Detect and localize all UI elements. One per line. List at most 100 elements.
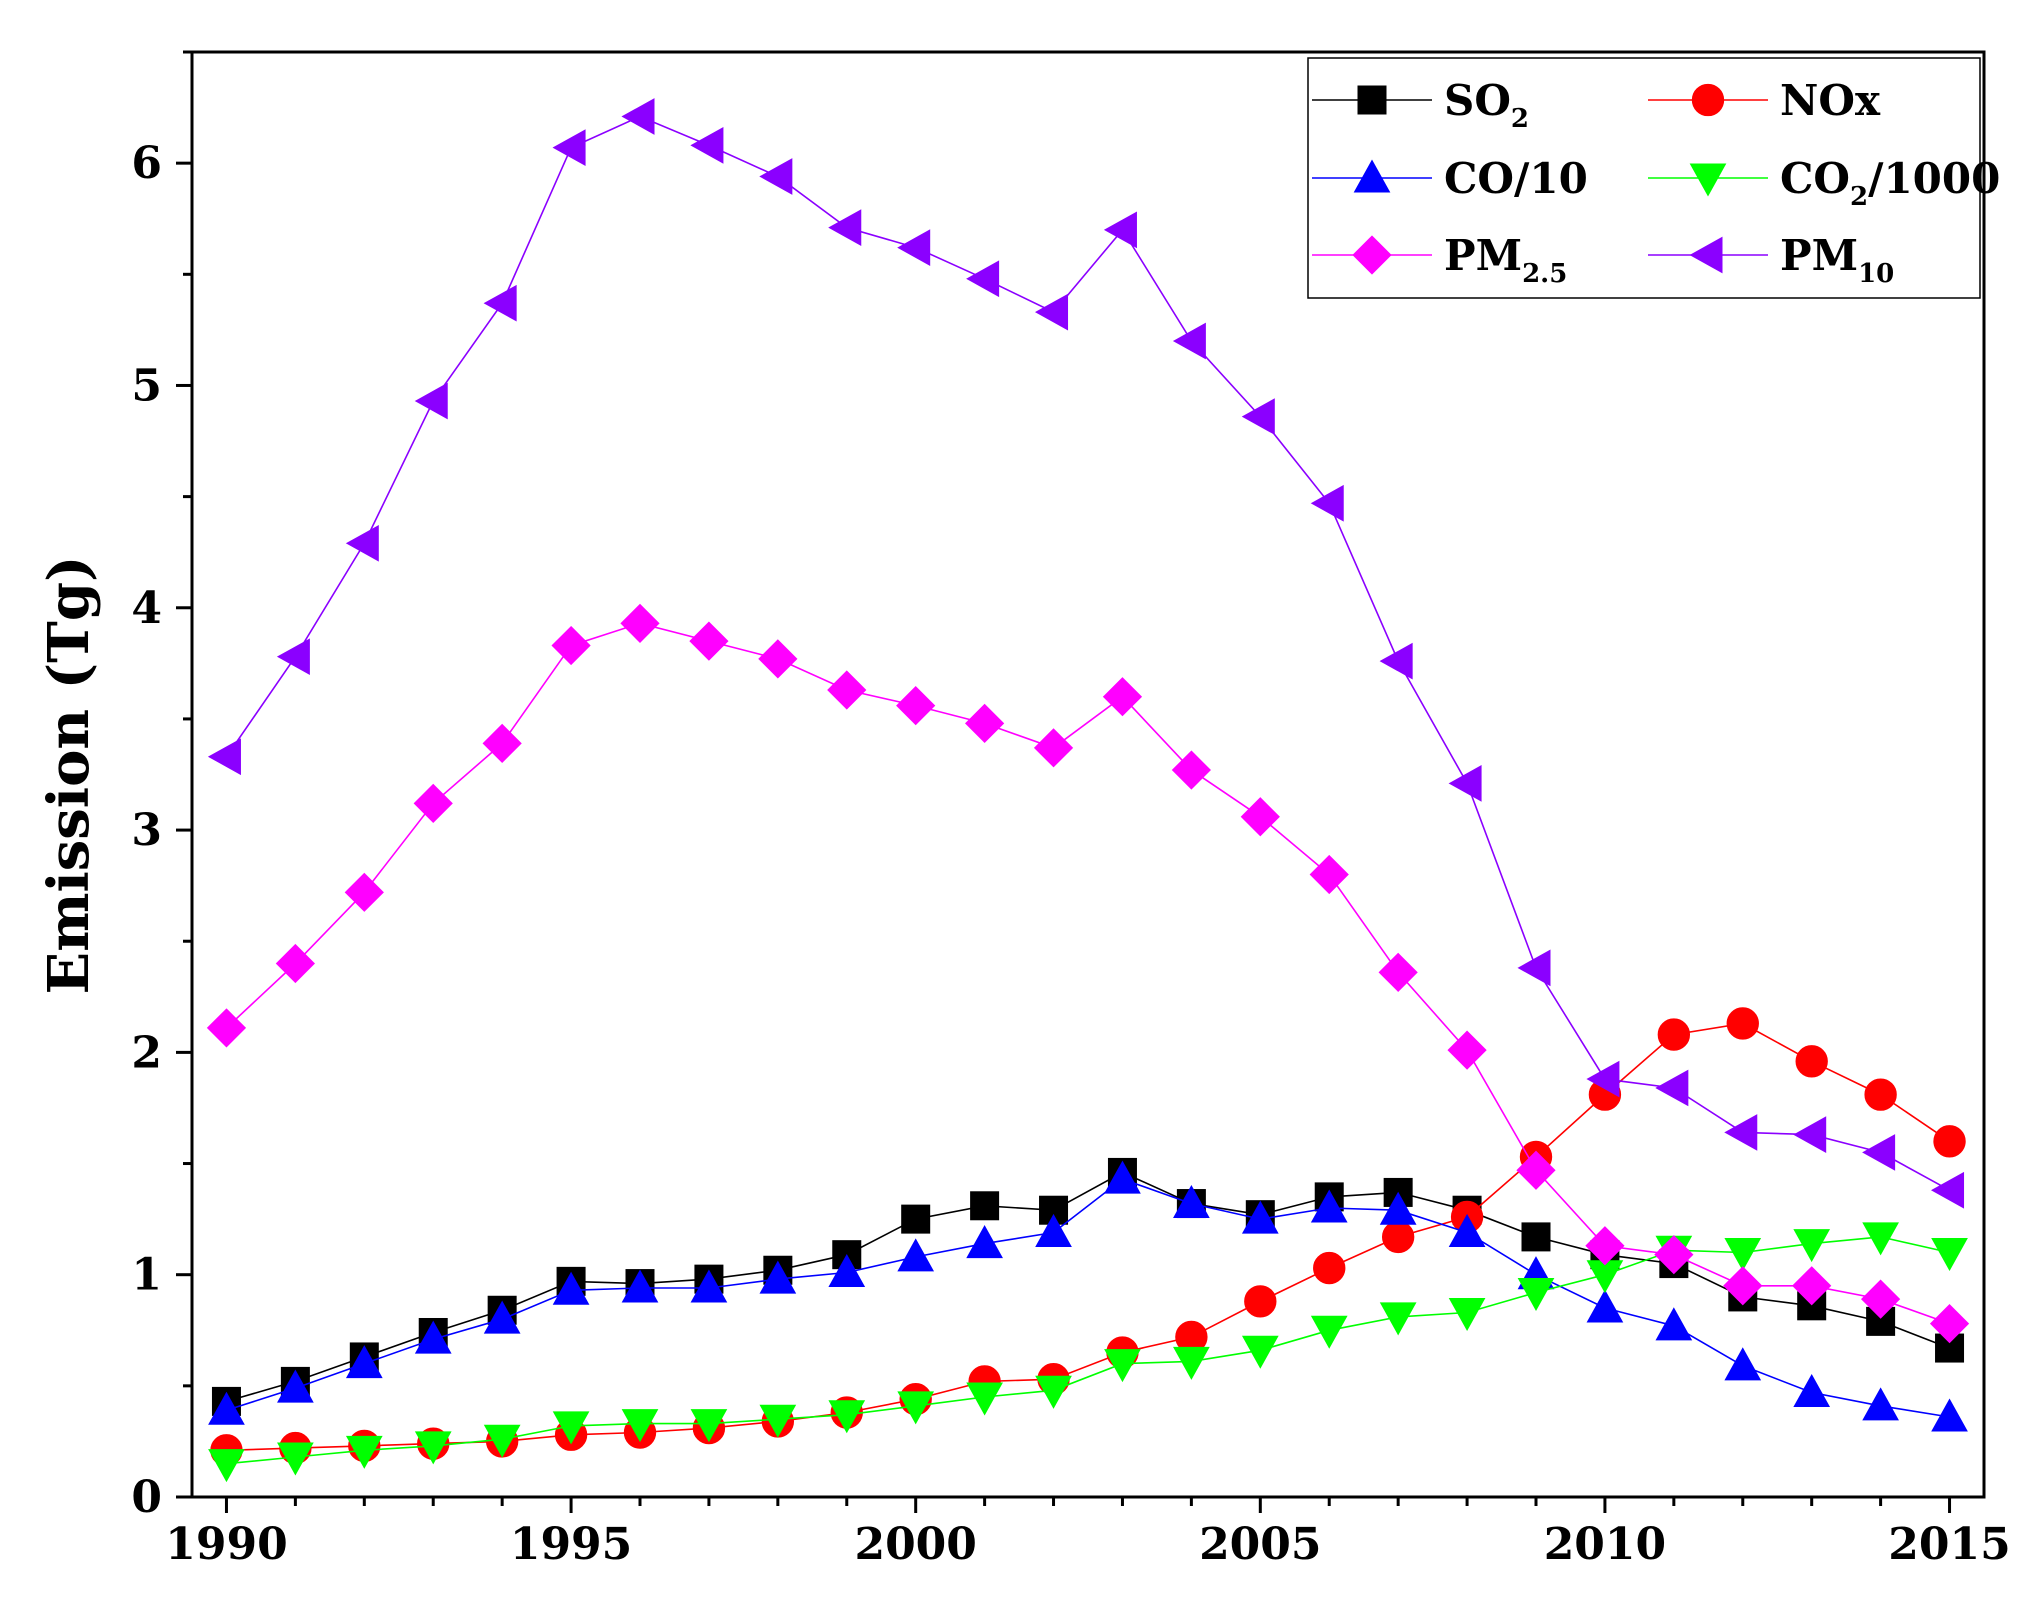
legend-marker-co-10: [1353, 159, 1391, 193]
data-point-co-10: [1724, 1347, 1762, 1381]
y-tick-label: 4: [131, 583, 162, 634]
data-point-co2-1000: [1379, 1302, 1417, 1336]
data-point-pm2-5: [689, 621, 729, 661]
data-point-co2-1000: [897, 1391, 935, 1425]
legend-item-nox: NOx: [1648, 76, 1881, 125]
data-point-pm10: [1448, 765, 1482, 802]
data-point-nox: [1726, 1007, 1759, 1040]
legend-label-main: NOx: [1780, 76, 1881, 125]
legend-marker-pm2-5: [1352, 235, 1392, 275]
data-point-so2: [1521, 1222, 1551, 1252]
series-pm10: [207, 98, 1965, 1209]
legend-label-main: CO/10: [1444, 154, 1588, 203]
data-point-co2-1000: [1862, 1222, 1899, 1256]
series-pm2-5: [206, 603, 1970, 1344]
data-point-pm10: [483, 284, 517, 322]
legend-marker-nox: [1691, 83, 1725, 117]
x-tick-label: 1995: [510, 1519, 632, 1570]
data-point-nox: [1244, 1285, 1277, 1318]
legend-label-subscript: 2: [1511, 104, 1529, 134]
data-point-pm10: [621, 98, 655, 135]
y-axis: 0 1 2 3 4 5 6: [131, 50, 192, 1523]
data-point-pm10: [1310, 484, 1344, 522]
data-point-co-10: [828, 1253, 866, 1287]
data-point-nox: [1657, 1018, 1691, 1051]
y-axis-title: Emission (Tg): [36, 556, 102, 995]
data-point-pm2-5: [1102, 677, 1143, 717]
data-point-co-10: [414, 1320, 452, 1354]
data-point-pm10: [276, 638, 310, 676]
data-point-pm2-5: [482, 723, 522, 763]
x-tick-label: 2015: [1888, 1519, 2010, 1570]
x-tick-label: 1990: [165, 1519, 287, 1570]
legend-item-pm10: PM10: [1648, 231, 1894, 289]
data-point-nox: [1381, 1220, 1415, 1254]
data-point-co-10: [1448, 1213, 1486, 1247]
data-point-pm2-5: [1585, 1226, 1625, 1266]
data-point-pm10: [690, 127, 724, 164]
data-point-pm2-5: [1240, 797, 1280, 837]
legend-label-nox: NOx: [1780, 76, 1881, 125]
y-tick-label: 6: [131, 138, 162, 189]
data-point-co-10: [759, 1260, 797, 1294]
legend-label-so2: SO2: [1444, 76, 1529, 134]
data-point-pm10: [1586, 1060, 1620, 1098]
data-point-co-10: [1379, 1191, 1417, 1225]
data-point-co-10: [1793, 1373, 1831, 1408]
data-point-pm10: [414, 382, 448, 420]
data-point-pm2-5: [344, 872, 384, 912]
data-point-pm2-5: [1447, 1030, 1487, 1070]
data-point-pm2-5: [1171, 750, 1211, 790]
data-point-pm2-5: [413, 783, 453, 824]
data-point-pm10: [828, 209, 862, 246]
data-point-pm2-5: [965, 703, 1005, 743]
y-tick-label: 3: [131, 805, 162, 856]
legend-label-pm2-5: PM2.5: [1444, 231, 1567, 289]
y-tick-label: 1: [131, 1250, 162, 1301]
data-point-pm10: [1931, 1171, 1965, 1209]
legend-marker-so2: [1357, 85, 1387, 115]
data-point-co2-1000: [966, 1382, 1003, 1416]
data-point-pm10: [1655, 1069, 1689, 1107]
data-point-pm10: [1241, 398, 1275, 435]
data-point-co2-1000: [1586, 1260, 1624, 1294]
x-axis: 1990 1995 2000 2005 2010 2015: [165, 1497, 2011, 1570]
data-point-nox: [1313, 1251, 1346, 1285]
legend-label-tail: /1000: [1868, 154, 2000, 203]
series-line-co-10: [226, 1178, 1950, 1418]
legend-label-subscript: 2.5: [1522, 259, 1567, 289]
series-group: [206, 98, 1970, 1483]
data-point-co-10: [552, 1271, 590, 1305]
series-co2-1000: [208, 1222, 1968, 1483]
legend-item-co-10: CO/10: [1312, 154, 1588, 203]
data-point-co-10: [483, 1300, 521, 1334]
data-point-co2-1000: [552, 1411, 590, 1445]
data-point-pm10: [1793, 1116, 1827, 1153]
data-point-co-10: [277, 1369, 314, 1403]
data-point-co-10: [1104, 1160, 1141, 1194]
data-point-co2-1000: [345, 1435, 383, 1469]
data-point-co2-1000: [1241, 1335, 1279, 1369]
data-point-co-10: [345, 1345, 383, 1379]
legend-label-subscript: 2: [1850, 182, 1868, 212]
series-line-co2-1000: [226, 1236, 1950, 1465]
legend-label-subscript: 10: [1858, 259, 1894, 289]
legend-label-main: SO: [1444, 76, 1511, 125]
data-point-pm2-5: [1516, 1150, 1556, 1190]
data-point-pm2-5: [620, 603, 660, 643]
series-line-pm2-5: [225, 622, 1950, 1325]
y-tick-label: 0: [131, 1472, 162, 1523]
legend-item-co2-1000: CO2/1000: [1648, 154, 2000, 212]
data-point-co2-1000: [1724, 1237, 1762, 1271]
legend-label-main: PM: [1444, 231, 1522, 280]
data-point-nox: [1864, 1078, 1897, 1111]
data-point-nox: [1795, 1045, 1828, 1078]
data-point-so2: [970, 1191, 1000, 1221]
data-point-co-10: [1241, 1200, 1279, 1234]
data-point-co2-1000: [690, 1409, 728, 1443]
data-point-pm2-5: [1309, 854, 1349, 895]
data-point-pm10: [1517, 949, 1551, 987]
data-point-co2-1000: [208, 1449, 245, 1483]
data-point-co-10: [1035, 1213, 1072, 1247]
